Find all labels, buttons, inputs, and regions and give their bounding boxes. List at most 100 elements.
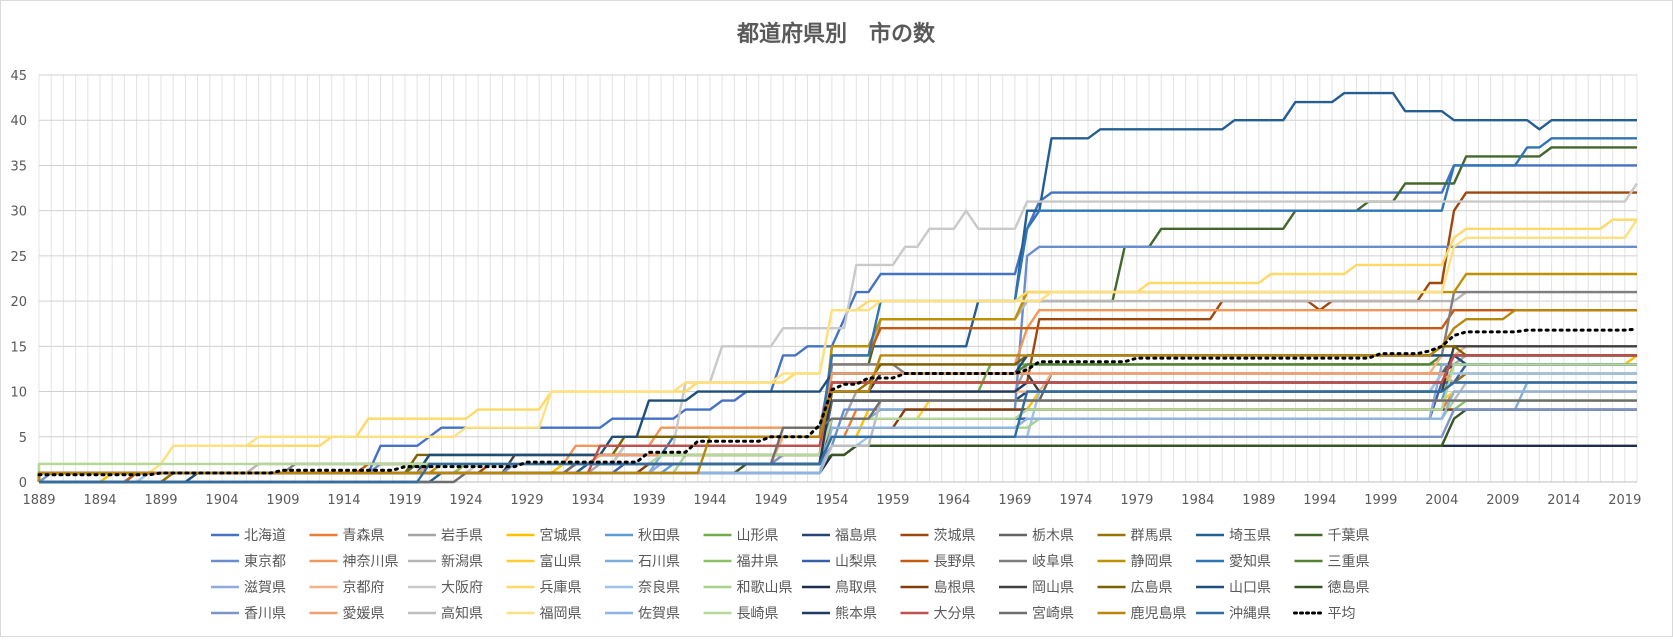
legend-label: 三重県: [1328, 554, 1370, 570]
series-line: [39, 354, 1637, 484]
legend-label: 宮崎県: [1032, 606, 1074, 622]
legend-label: 長崎県: [737, 606, 779, 622]
x-tick-label: 1914: [327, 493, 360, 508]
series-line: [37, 309, 1637, 482]
legend-label: 愛媛県: [343, 606, 385, 622]
series-line: [37, 272, 1637, 482]
x-tick-label: 1964: [937, 493, 970, 508]
legend-label: 栃木県: [1032, 528, 1074, 544]
legend-label: 徳島県: [1328, 580, 1370, 596]
x-tick-label: 1989: [1242, 493, 1275, 508]
x-tick-label: 1969: [998, 493, 1031, 508]
legend-label: 福井県: [737, 554, 779, 570]
legend-label: 岡山県: [1032, 580, 1074, 596]
legend-label: 山口県: [1229, 580, 1271, 596]
y-tick-label: 20: [10, 295, 27, 310]
legend-label: 静岡県: [1131, 554, 1173, 570]
x-tick-label: 1949: [754, 493, 787, 508]
axes: 0 5 10 15 20 25 30 35 40 45 1889 1894 1899 1904 1909 19…: [10, 69, 1641, 508]
legend-label: 東京都: [244, 554, 286, 570]
series-lines: [37, 91, 1639, 484]
legend-label: 大阪府: [441, 580, 483, 596]
series-line: [37, 191, 1637, 482]
series-line: [39, 381, 1637, 484]
x-tick-label: 1919: [388, 493, 421, 508]
legend-label: 秋田県: [638, 528, 680, 544]
legend-label: 高知県: [441, 605, 483, 622]
series-line: [37, 327, 1639, 477]
y-tick-label: 30: [10, 205, 27, 220]
x-tick-label: 1944: [693, 493, 726, 508]
legend-label: 奈良県: [638, 580, 680, 596]
legend-label: 沖縄県: [1229, 606, 1271, 622]
x-tick-label: 1999: [1364, 493, 1397, 508]
legend-label: 岐阜県: [1032, 553, 1074, 570]
legend-label: 新潟県: [441, 554, 483, 570]
legend-label: 香川県: [244, 606, 286, 622]
series-line: [39, 164, 1637, 484]
legend-label: 岩手県: [441, 528, 483, 544]
x-tick-label: 1899: [144, 493, 177, 508]
x-tick-label: 1909: [266, 493, 299, 508]
y-tick-label: 45: [10, 69, 27, 84]
legend-label: 宮城県: [540, 528, 582, 544]
legend-label: 福岡県: [540, 606, 582, 622]
legend-label: 群馬県: [1131, 528, 1173, 544]
legend-label: 滋賀県: [244, 580, 286, 596]
x-tick-label: 2004: [1425, 493, 1458, 508]
legend-label: 青森県: [343, 528, 385, 544]
legend-label: 愛知県: [1229, 553, 1271, 570]
y-tick-label: 35: [10, 159, 27, 174]
legend-label: 福島県: [835, 528, 877, 544]
legend-label: 京都府: [343, 580, 385, 596]
legend-label: 鳥取県: [835, 580, 877, 596]
legend-label: 山梨県: [835, 554, 877, 570]
legend-label: 広島県: [1131, 580, 1173, 596]
x-tick-label: 2019: [1608, 493, 1641, 508]
chart-title: 都道府県別 市の数: [736, 21, 936, 47]
y-tick-label: 40: [10, 114, 27, 129]
x-tick-label: 1889: [22, 493, 55, 508]
legend-label: 平均: [1328, 606, 1356, 622]
x-tick-label: 1904: [205, 493, 238, 508]
x-tick-label: 1894: [83, 493, 116, 508]
legend-label: 千葉県: [1328, 528, 1370, 544]
legend-label: 茨城県: [934, 528, 976, 544]
x-tick-label: 1994: [1303, 493, 1336, 508]
series-line: [37, 345, 1637, 482]
legend-label: 和歌山県: [737, 580, 793, 596]
series-line: [37, 345, 1637, 482]
series-line: [39, 309, 1637, 484]
series-line: [37, 219, 1638, 482]
legend-label: 石川県: [638, 554, 680, 570]
legend-label: 北海道: [244, 528, 286, 544]
series-line: [37, 146, 1637, 482]
y-tick-label: 15: [10, 340, 27, 355]
series-line: [37, 381, 1637, 482]
legend-label: 島根県: [934, 580, 976, 596]
series-line: [37, 345, 1637, 482]
x-tick-label: 1934: [571, 493, 604, 508]
y-tick-label: 25: [10, 250, 27, 265]
y-tick-label: 5: [19, 431, 27, 446]
x-tick-label: 1979: [1120, 493, 1153, 508]
x-tick-label: 1924: [449, 493, 482, 508]
x-tick-label: 2014: [1547, 493, 1580, 508]
x-tick-label: 1939: [632, 493, 665, 508]
legend-label: 佐賀県: [638, 606, 680, 622]
legend-label: 兵庫県: [540, 579, 582, 596]
y-tick-label: 0: [19, 476, 27, 491]
legend-label: 長野県: [934, 554, 976, 570]
legend-label: 埼玉県: [1229, 528, 1271, 544]
legend-label: 富山県: [540, 553, 582, 570]
series-line: [37, 309, 1637, 482]
x-tick-label: 1984: [1181, 493, 1214, 508]
x-tick-label: 1959: [876, 493, 909, 508]
x-tick-label: 2009: [1486, 493, 1519, 508]
legend-label: 山形県: [737, 528, 779, 544]
y-tick-label: 10: [10, 386, 27, 401]
series-line: [37, 182, 1638, 482]
